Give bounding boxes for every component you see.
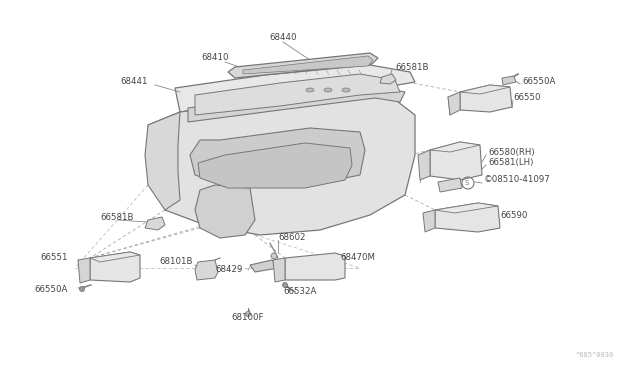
Text: 68100F: 68100F	[232, 314, 264, 323]
Text: 66551: 66551	[40, 253, 68, 263]
Circle shape	[282, 282, 287, 288]
Polygon shape	[195, 260, 218, 280]
Polygon shape	[418, 150, 430, 180]
Polygon shape	[90, 252, 140, 262]
Polygon shape	[145, 112, 180, 210]
Polygon shape	[250, 260, 278, 272]
Polygon shape	[190, 128, 365, 185]
Polygon shape	[435, 203, 500, 232]
Text: 66590: 66590	[500, 211, 527, 219]
Polygon shape	[460, 85, 510, 94]
Polygon shape	[195, 185, 255, 238]
Polygon shape	[430, 142, 480, 152]
Polygon shape	[78, 258, 90, 283]
Text: 66580(RH): 66580(RH)	[488, 148, 534, 157]
Polygon shape	[175, 65, 415, 112]
Circle shape	[246, 311, 250, 317]
Polygon shape	[148, 88, 415, 235]
Text: 68101B: 68101B	[159, 257, 193, 266]
Polygon shape	[90, 252, 140, 282]
Text: 66550A: 66550A	[522, 77, 556, 87]
Text: ©08510-41097: ©08510-41097	[484, 176, 551, 185]
Polygon shape	[380, 74, 396, 84]
Text: 68441: 68441	[120, 77, 148, 87]
Circle shape	[79, 286, 84, 292]
Polygon shape	[460, 85, 512, 112]
Polygon shape	[502, 76, 516, 85]
Text: 66581(LH): 66581(LH)	[488, 157, 533, 167]
Circle shape	[271, 253, 277, 259]
Text: 68429: 68429	[216, 266, 243, 275]
Ellipse shape	[324, 88, 332, 92]
Text: S: S	[465, 180, 469, 186]
Polygon shape	[438, 178, 462, 192]
Polygon shape	[273, 258, 285, 282]
Text: 66581B: 66581B	[100, 214, 134, 222]
Polygon shape	[188, 86, 405, 122]
Polygon shape	[243, 56, 373, 74]
Polygon shape	[423, 210, 435, 232]
Text: 68410: 68410	[201, 54, 228, 62]
Text: 68470M: 68470M	[340, 253, 375, 263]
Polygon shape	[448, 92, 460, 115]
Text: 66550: 66550	[513, 93, 541, 102]
Text: 66532A: 66532A	[283, 288, 316, 296]
Text: 66581B: 66581B	[395, 62, 429, 71]
Ellipse shape	[342, 88, 350, 92]
Text: 68602: 68602	[278, 232, 305, 241]
Text: 68440: 68440	[269, 32, 297, 42]
Polygon shape	[228, 53, 378, 78]
Text: 66550A: 66550A	[35, 285, 68, 295]
Polygon shape	[285, 253, 345, 280]
Ellipse shape	[306, 88, 314, 92]
Polygon shape	[145, 217, 165, 230]
Text: ^685^0030: ^685^0030	[576, 352, 614, 358]
Polygon shape	[198, 143, 352, 188]
Polygon shape	[430, 142, 482, 180]
Polygon shape	[435, 203, 498, 213]
Polygon shape	[195, 74, 400, 115]
